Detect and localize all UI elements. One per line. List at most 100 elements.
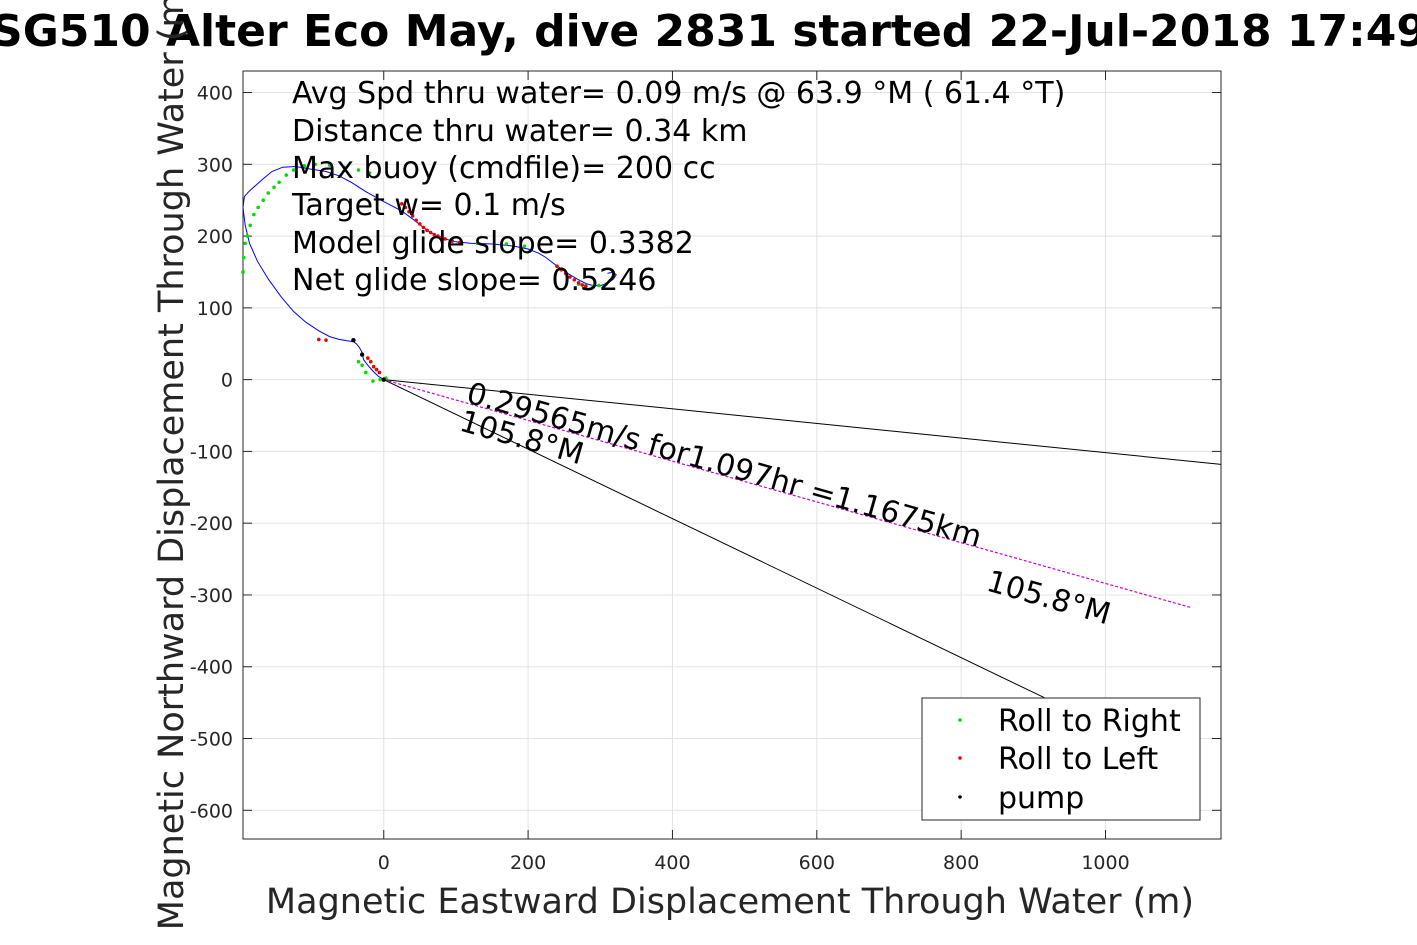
roll-left-point [450,239,455,243]
roll-left-point [399,201,404,206]
pump-point [381,377,386,382]
x-tick-label: 600 [799,852,835,874]
pump-point [359,352,365,357]
roll-left-point [425,228,429,233]
y-tick-label: -200 [190,513,233,535]
roll-left-point [324,338,328,342]
roll-right-point [241,270,245,274]
x-tick-label: 0 [378,852,390,874]
chart-title: SG510 Alter Eco May, dive 2831 started 2… [0,6,1417,57]
roll-left-point [563,271,568,276]
legend-label-pump: pump [998,781,1084,816]
x-tick-label: 400 [654,852,690,874]
roll-left-point [371,364,376,369]
pump-point [351,337,356,343]
roll-right-point [302,163,307,168]
roll-right-point [363,370,368,375]
roll-left-point [439,235,444,240]
roll-right-point [504,242,509,246]
x-tick-label: 200 [510,852,546,874]
axis-ticks: 0 200 400 600 800 10004003002001000-100-200-3… [190,71,1221,874]
legend-label-roll-left: Roll to Left [998,742,1158,777]
y-tick-label: 100 [197,298,233,320]
roll-right-point [266,191,271,195]
roll-left-point [436,234,440,238]
info-max-buoy: Max buoy (cmdfile)= 200 cc [292,151,716,186]
roll-left-point [580,283,585,287]
roll-right-point [245,234,250,238]
grid-lines [243,71,1221,839]
y-tick-label: -600 [190,800,233,822]
info-net-glide-slope: Net glide slope= 0.5246 [292,263,656,298]
x-tick-label: 800 [943,852,979,874]
heading-wedge-line [383,379,1222,465]
roll-left-point [414,218,419,223]
roll-left-point [572,278,577,282]
roll-left-point [418,222,422,226]
roll-right-point [272,185,276,190]
legend-marker-pump [958,795,962,799]
roll-right-point [356,168,361,172]
roll-right-point [360,363,364,368]
roll-right-point [367,171,372,175]
roll-left-point [368,359,373,364]
roll-left-point [428,230,433,235]
heading-label-far: 105.8°M [983,564,1115,632]
y-tick-label: -500 [190,729,233,751]
y-tick-label: -100 [190,441,233,463]
roll-right-point [284,173,289,177]
heading-wedge-line [383,379,1045,699]
info-target-w: Target w= 0.1 m/s [291,188,566,223]
roll-right-point [261,198,266,202]
roll-right-point [597,283,601,288]
roll-left-point [407,209,411,214]
roll-right-point [475,241,480,246]
legend-marker-roll-right [958,718,962,722]
roll-right-point [342,165,346,169]
roll-left-point [377,370,382,375]
roll-left-point [366,356,370,360]
roll-right-point [241,255,246,260]
roll-left-point [584,284,588,289]
y-tick-label: -300 [190,585,233,607]
roll-right-point [327,163,332,167]
point-layer [241,162,608,383]
roll-right-point [256,205,260,210]
roll-left-point [374,367,379,372]
legend: Roll to Right Roll to Left pump [921,697,1201,821]
roll-right-point [313,162,317,167]
plot-area-border [242,70,1222,840]
roll-left-point [568,275,572,279]
roll-right-point [371,379,375,383]
legend-label-roll-right: Roll to Right [998,704,1181,739]
info-avg-speed: Avg Spd thru water= 0.09 m/s @ 63.9 °M (… [292,76,1065,111]
current-annotation: 0.29565m/s for1.097hr =1.1675km [463,376,986,555]
roll-right-point [243,241,247,246]
y-tick-label: 0 [221,370,233,392]
y-tick-label: 400 [197,83,233,105]
roll-right-point [591,284,595,289]
x-axis-label: Magnetic Eastward Displacement Through W… [266,882,1194,922]
roll-left-point [559,268,564,272]
info-model-glide-slope: Model glide slope= 0.3382 [292,226,694,261]
roll-left-point [410,214,415,218]
legend-marker-roll-left [958,756,962,760]
roll-right-point [252,212,256,217]
y-axis-label: Magnetic Northward Displacement Through … [152,0,192,930]
roll-left-point [443,237,447,241]
roll-left-point [576,280,581,285]
roll-right-point [291,168,296,172]
roll-left-point [457,240,462,245]
y-tick-label: -400 [190,657,233,679]
roll-right-point [356,359,361,364]
roll-left-point [555,264,559,269]
roll-left-point [316,337,321,342]
roll-right-point [378,377,382,382]
roll-right-point [248,223,253,228]
y-tick-label: 200 [197,226,233,248]
roll-right-point [277,180,281,185]
roll-left-point [403,205,408,210]
y-tick-label: 300 [197,154,233,176]
roll-right-point [604,282,608,286]
